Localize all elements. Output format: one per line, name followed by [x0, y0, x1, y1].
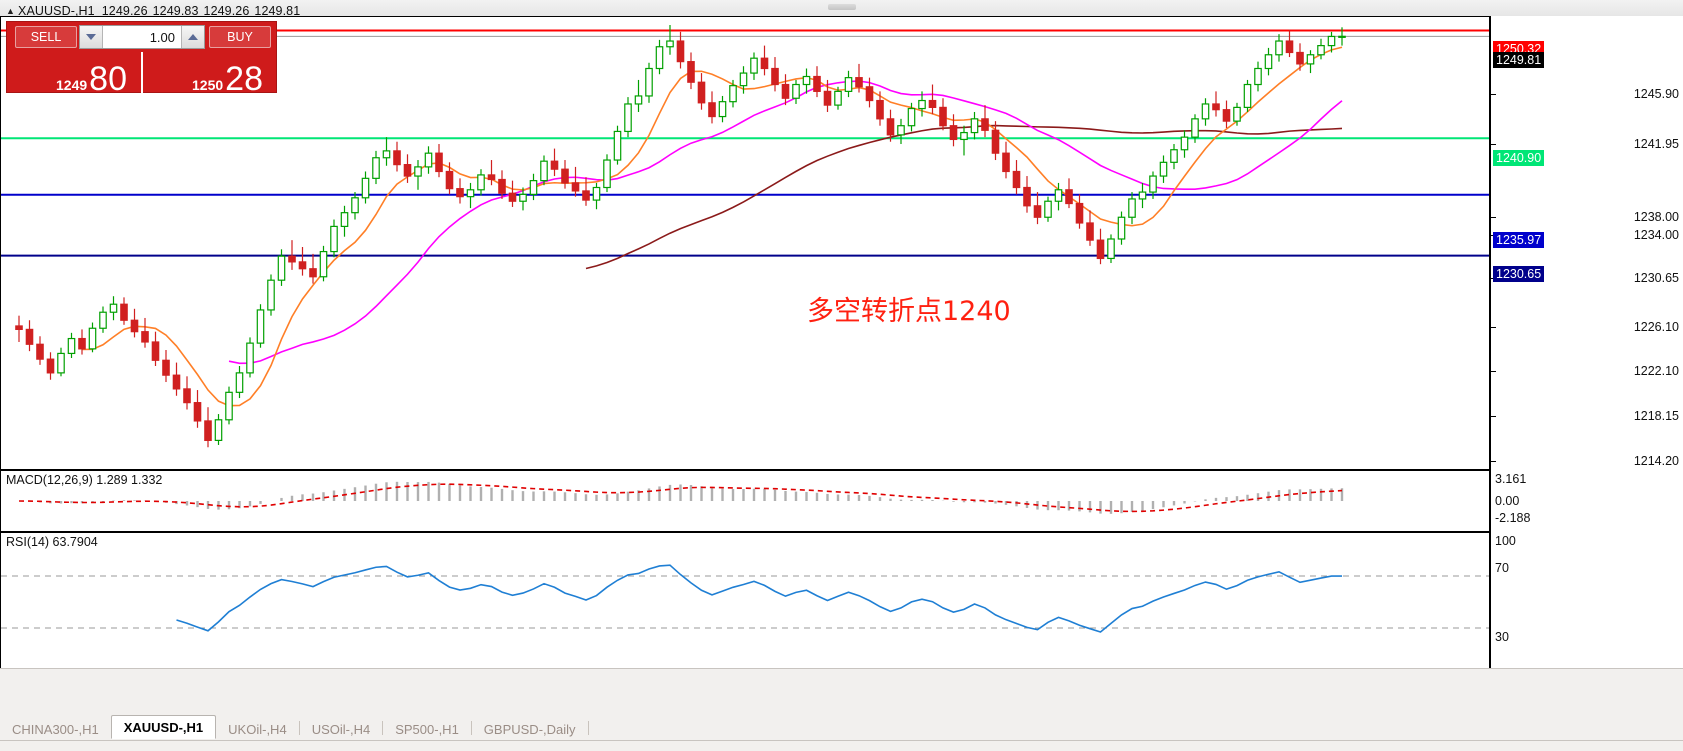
price-axis-tick-label: 1218.15 — [1633, 409, 1679, 423]
price-axis-tick-label: 1238.00 — [1633, 210, 1679, 224]
macd-plot — [1, 471, 1489, 531]
bid-price-prefix: 1249 — [56, 77, 88, 93]
macd-axis-tick-label: -2.188 — [1495, 511, 1531, 525]
rsi-plot — [1, 533, 1489, 671]
price-axis-badge[interactable]: 1240.90 — [1493, 150, 1545, 166]
volume-decrease-icon[interactable] — [80, 26, 103, 48]
chart-tab-xauusd[interactable]: XAUUSD-,H1 — [110, 715, 217, 739]
rsi-axis-tick-label: 30 — [1495, 630, 1509, 644]
sell-button[interactable]: SELL — [15, 26, 77, 48]
rsi-axis-tick-label: 100 — [1495, 534, 1516, 548]
rsi-axis-tick-label: 70 — [1495, 561, 1509, 575]
price-axis-badge[interactable]: 1230.65 — [1493, 266, 1545, 282]
one-click-trading-panel[interactable]: SELL 1.00 BUY 1249 80 1250 28 — [6, 21, 277, 93]
volume-stepper[interactable]: 1.00 — [79, 25, 205, 49]
macd-chart-svg — [18, 481, 1344, 514]
chart-tab-china300[interactable]: CHINA300-,H1 — [12, 721, 99, 737]
price-axis-tick-label: 1222.10 — [1633, 364, 1679, 378]
chart-tab-ukoil[interactable]: UKOil-,H4 — [228, 721, 287, 737]
chart-symbol-label: XAUUSD-,H1 — [18, 4, 95, 18]
chart-tab-sp500[interactable]: SP500-,H1 — [395, 721, 459, 737]
price-axis-tickmark — [1491, 327, 1496, 328]
price-axis-tick-label: 1226.10 — [1633, 320, 1679, 334]
price-axis-tickmark — [1491, 416, 1496, 417]
bid-price-main: 80 — [89, 60, 127, 93]
macd-axis-tick-label: 0.00 — [1495, 494, 1520, 508]
chart-tabs: CHINA300-,H1 XAUUSD-,H1 UKOil-,H4 USOil-,H4… — [0, 715, 1683, 739]
tab-divider — [298, 721, 300, 735]
ohlc-close: 1249.81 — [254, 4, 301, 18]
ohlc-high: 1249.83 — [152, 4, 199, 18]
price-axis[interactable]: 1245.90 1241.95 1238.00 1234.00 1230.65 1226.… — [1490, 16, 1683, 672]
tab-divider — [382, 721, 384, 735]
price-plot — [1, 17, 1489, 469]
tabbar-baseline — [0, 740, 1683, 741]
chart-header: ▲ XAUUSD-,H1 1249.26 1249.83 1249.26 1249.81 — [6, 4, 305, 18]
rsi-label: RSI(14) 63.7904 — [6, 535, 98, 549]
tab-divider — [470, 721, 472, 735]
window-grip-icon[interactable] — [827, 4, 856, 10]
ohlc-open: 1249.26 — [101, 4, 148, 18]
ohlc-low: 1249.26 — [203, 4, 250, 18]
price-axis-tick-label: 1230.65 — [1633, 271, 1679, 285]
price-axis-tick-label: 1214.20 — [1633, 454, 1679, 468]
chart-ohlc: 1249.26 1249.83 1249.26 1249.81 — [102, 4, 306, 18]
bid-price-display[interactable]: 1249 80 — [7, 52, 141, 93]
ask-price-main: 28 — [225, 60, 263, 93]
rsi-panel[interactable]: RSI(14) 63.7904 — [0, 532, 1490, 672]
volume-increase-icon[interactable] — [181, 26, 204, 48]
chart-tab-gbpusd[interactable]: GBPUSD-,Daily — [483, 721, 576, 737]
price-axis-badge[interactable]: 1249.81 — [1493, 52, 1545, 68]
price-axis-tick-label: 1241.95 — [1633, 137, 1679, 151]
price-chart-svg — [1, 25, 1489, 448]
tab-divider — [587, 721, 589, 735]
macd-label: MACD(12,26,9) 1.289 1.332 — [6, 473, 163, 487]
chart-tabbar: CHINA300-,H1 XAUUSD-,H1 UKOil-,H4 USOil-,H4… — [0, 668, 1683, 751]
price-axis-badge[interactable]: 1235.97 — [1493, 232, 1545, 248]
macd-panel[interactable]: MACD(12,26,9) 1.289 1.332 — [0, 470, 1490, 532]
price-axis-tickmark — [1491, 94, 1496, 95]
price-axis-tick-label: 1245.90 — [1633, 87, 1679, 101]
ask-price-display[interactable]: 1250 28 — [143, 52, 277, 93]
trade-panel-controls: SELL 1.00 BUY — [7, 22, 278, 52]
price-axis-tickmark — [1491, 144, 1496, 145]
quote-divider — [141, 52, 143, 93]
price-axis-tickmark — [1491, 217, 1496, 218]
buy-button[interactable]: BUY — [209, 26, 271, 48]
collapse-triangle-icon[interactable]: ▲ — [6, 6, 16, 16]
price-axis-tick-label: 1234.00 — [1633, 228, 1679, 242]
price-axis-tickmark — [1491, 461, 1496, 462]
macd-axis-tick-label: 3.161 — [1495, 472, 1527, 486]
ask-price-prefix: 1250 — [192, 77, 224, 93]
chart-tab-usoil[interactable]: USOil-,H4 — [311, 721, 371, 737]
chart-annotation-text: 多空转折点1240 — [807, 296, 1011, 327]
volume-value[interactable]: 1.00 — [149, 29, 175, 45]
rsi-chart-svg — [1, 564, 1489, 633]
price-axis-tickmark — [1491, 371, 1496, 372]
